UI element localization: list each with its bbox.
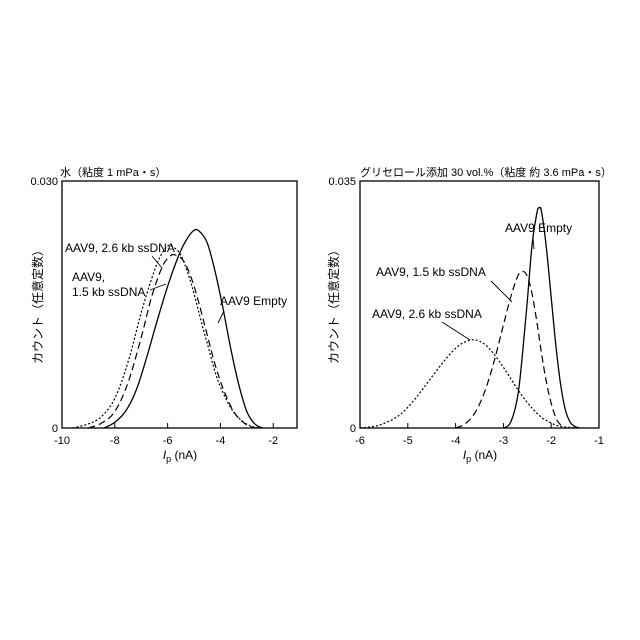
y-tick-label-zero: 0 (350, 423, 356, 435)
x-tick-label: -10 (54, 435, 70, 447)
annotation-leader-2-6kb (152, 256, 162, 268)
annotation-leader-1-5kb (491, 281, 512, 302)
series-line-aav9-2-6-kb-ssdna (360, 340, 575, 428)
x-tick-label: -8 (110, 435, 120, 447)
y-tick-label-top: 0.030 (30, 176, 58, 188)
x-axis-label: Ip (nA) (463, 448, 497, 464)
annotation-1-5kb-line1: AAV9, (72, 270, 105, 284)
series-line-aav9-empty (503, 207, 580, 428)
x-tick-label: -6 (355, 435, 365, 447)
chart-title: グリセロール添加 30 vol.%（粘度 約 3.6 mPa・s） (360, 165, 612, 179)
annotation-leader-empty (533, 238, 534, 249)
water-viscosity-chart: 水（粘度 1 mPa・s） 0.030 0 カウント（任意定数） -10 -8 -6… (30, 165, 297, 464)
glycerol-viscosity-chart: グリセロール添加 30 vol.%（粘度 約 3.6 mPa・s） 0.035 … (326, 165, 612, 464)
y-axis-label: カウント（任意定数） (30, 244, 45, 364)
annotation-1-5kb: AAV9, 1.5 kb ssDNA (376, 265, 486, 279)
y-axis-label: カウント（任意定数） (326, 244, 341, 364)
annotation-leader-empty (218, 311, 224, 323)
x-tick-label: -2 (268, 435, 278, 447)
annotation-leader-1-5kb (150, 284, 166, 290)
annotation-2-6kb: AAV9, 2.6 kb ssDNA (65, 241, 175, 255)
x-tick-label: -5 (403, 435, 413, 447)
annotation-empty: AAV9 Empty (505, 221, 572, 235)
series-line-aav9-1-5-kb-ssdna (456, 271, 566, 428)
y-tick-label-zero: 0 (52, 423, 58, 435)
series-group (73, 229, 263, 428)
annotation-leader-2-6kb (442, 322, 470, 340)
x-tick-label: -1 (594, 435, 604, 447)
annotation-empty: AAV9 Empty (220, 294, 287, 308)
chart-title: 水（粘度 1 mPa・s） (60, 165, 166, 179)
x-axis-label: Ip (nA) (163, 448, 197, 464)
plot-frame (360, 181, 599, 428)
x-tick-label: -3 (499, 435, 509, 447)
x-tick-label: -4 (216, 435, 226, 447)
x-tick-label: -2 (546, 435, 556, 447)
series-line-aav9-1-5-kb-ssdna (88, 254, 257, 428)
annotation-2-6kb: AAV9, 2.6 kb ssDNA (372, 307, 482, 321)
series-line-aav9-empty (104, 229, 263, 428)
annotation-1-5kb-line2: 1.5 kb ssDNA (72, 285, 145, 299)
y-tick-label-top: 0.035 (328, 176, 356, 188)
x-tick-label: -6 (163, 435, 173, 447)
x-tick-label: -4 (451, 435, 461, 447)
